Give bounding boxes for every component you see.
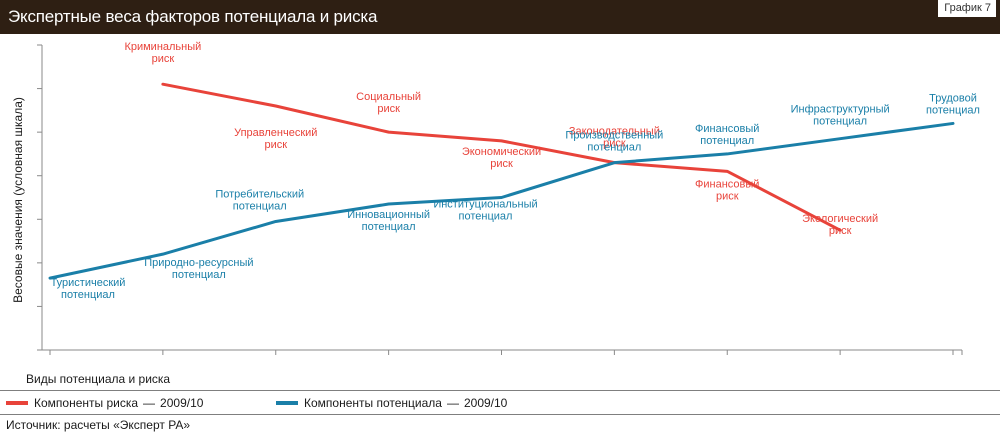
risk-point-label: Социальный риск [356, 91, 421, 115]
divider-bottom [0, 414, 1000, 415]
potential-point-label: Туристический потенциал [51, 277, 126, 301]
potential-series-line [48, 121, 955, 280]
legend-label-potential: Компоненты потенциала [304, 396, 442, 410]
potential-point-label: Институциональный потенциал [433, 199, 537, 223]
potential-point-label: Инфраструктурный потенциал [791, 104, 890, 128]
legend-period-potential: 2009/10 [463, 396, 508, 410]
chart-title: Экспертные веса факторов потенциала и ри… [8, 7, 378, 26]
risk-point-label: Экономический риск [462, 146, 541, 170]
potential-point-label: Финансовый потенциал [695, 123, 759, 147]
source-note: Источник: расчеты «Эксперт РА» [6, 418, 191, 432]
series-lines [48, 82, 955, 280]
chart-header: Экспертные веса факторов потенциала и ри… [0, 0, 1000, 34]
chart-number-tag: График 7 [938, 0, 996, 17]
potential-point-label: Производственный потенциал [565, 130, 663, 154]
potential-point-label: Инновационный потенциал [347, 209, 430, 233]
risk-point-label: Экологический риск [802, 213, 878, 237]
potential-point-label: Потребительский потенциал [215, 188, 304, 212]
legend-period-risk: 2009/10 [160, 396, 204, 410]
point-labels: Криминальный риск Управленческий риск Социал… [51, 41, 980, 301]
legend-item-risk: Компоненты риска —2009/10 [6, 396, 203, 410]
axes [37, 44, 963, 355]
legend-label-risk: Компоненты риска [34, 396, 139, 410]
risk-point-label: Криминальный риск [124, 41, 201, 65]
potential-point-label: Трудовой потенциал [926, 92, 980, 116]
y-axis-label: Весовые значения (условная шкала) [11, 97, 25, 303]
x-axis-label: Виды потенциала и риска [26, 372, 171, 386]
legend-item-potential: Компоненты потенциала —2009/10 [276, 396, 507, 410]
risk-point-label: Финансовый риск [695, 178, 759, 202]
line-chart: Криминальный риск Управленческий риск Социал… [11, 41, 980, 355]
risk-series-line [161, 82, 842, 232]
divider-top [0, 390, 1000, 391]
legend-swatch-potential [276, 400, 298, 405]
legend-swatch-risk [6, 400, 28, 405]
risk-point-label: Управленческий риск [234, 127, 317, 151]
risk-point-label: Законодательный риск [569, 126, 660, 150]
potential-point-label: Природно-ресурсный потенциал [144, 257, 253, 281]
